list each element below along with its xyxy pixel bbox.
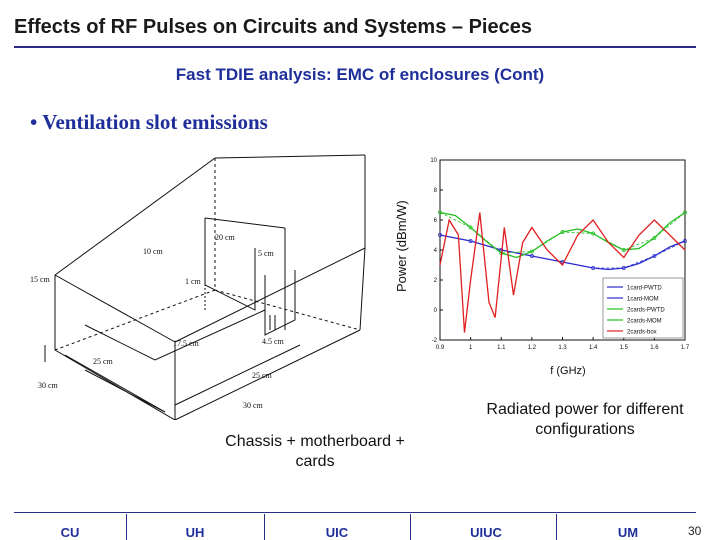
page-number: 30 bbox=[688, 524, 702, 538]
series-point bbox=[591, 231, 596, 236]
dim-5cm: 5 cm bbox=[258, 249, 275, 258]
series-point bbox=[529, 254, 534, 258]
series-point bbox=[652, 236, 657, 240]
footer-separator bbox=[264, 514, 265, 540]
footer-divider bbox=[14, 512, 696, 513]
y-tick-label: 4 bbox=[434, 248, 438, 254]
y-tick-label: 8 bbox=[434, 188, 438, 194]
series-point bbox=[591, 266, 596, 270]
legend-label: 1card-MOM bbox=[627, 297, 659, 303]
bullet-point: • Ventilation slot emissions bbox=[30, 110, 268, 134]
legend-label: 2cards-MOM bbox=[627, 319, 662, 325]
footer-institution: UIC bbox=[325, 525, 349, 540]
footer-institution: CU bbox=[60, 525, 80, 540]
x-tick-label: 1.3 bbox=[558, 345, 567, 351]
x-tick-label: 1.4 bbox=[589, 345, 598, 351]
series-point bbox=[438, 233, 442, 237]
y-axis-label: Power (dBm/W) bbox=[394, 200, 409, 292]
y-tick-label: -2 bbox=[432, 338, 438, 344]
series-point bbox=[560, 230, 565, 234]
footer-separator bbox=[410, 514, 411, 540]
dim-30cm-left: 30 cm bbox=[38, 381, 59, 390]
chart-caption: Radiated power for different configurati… bbox=[486, 401, 684, 438]
dim-20cm: 20 cm bbox=[215, 233, 236, 242]
x-tick-label: 0.9 bbox=[436, 345, 445, 351]
x-tick-label: 1.6 bbox=[650, 345, 659, 351]
legend-box bbox=[602, 277, 684, 339]
legend-label: 1card-PWTD bbox=[627, 286, 662, 292]
x-tick-label: 1.5 bbox=[620, 345, 629, 351]
legend-label: 2cards-PWTD bbox=[627, 308, 665, 314]
x-tick-label: 1.1 bbox=[497, 345, 506, 351]
footer-separator bbox=[126, 514, 127, 540]
diagram-caption: Chassis + motherboard + cards bbox=[225, 433, 405, 470]
dim-25cm-right: 25 cm bbox=[252, 371, 273, 380]
y-tick-label: 10 bbox=[430, 158, 437, 164]
dim-25cm-left: 25 cm bbox=[93, 357, 114, 366]
legend-label: 2cards-box bbox=[627, 330, 657, 336]
dim-15cm: 15 cm bbox=[30, 275, 51, 284]
series-point bbox=[468, 225, 473, 230]
series-point bbox=[468, 239, 473, 243]
series-point bbox=[683, 210, 687, 215]
slot-edges bbox=[264, 270, 296, 336]
series-point bbox=[621, 248, 626, 252]
power-chart: Power (dBm/W) f (GHz) 0.9 1 1.1 1.2 1.3 1.4 1.… bbox=[394, 158, 690, 377]
series-line bbox=[439, 212, 686, 333]
series-point bbox=[621, 266, 626, 270]
footer-institution: UIUC bbox=[470, 525, 502, 540]
box-front-edges bbox=[54, 275, 176, 420]
slide-subtitle: Fast TDIE analysis: EMC of enclosures (C… bbox=[175, 65, 545, 84]
title-divider bbox=[14, 46, 696, 48]
dim-1cm: 1 cm bbox=[185, 277, 202, 286]
x-tick-label: 1.2 bbox=[528, 345, 537, 351]
series-point bbox=[683, 239, 687, 243]
series-point bbox=[529, 249, 534, 254]
slide-title: Effects of RF Pulses on Circuits and Sys… bbox=[14, 16, 532, 38]
dim-17-5cm: 17.5 cm bbox=[173, 339, 200, 348]
dim-10cm: 10 cm bbox=[143, 247, 164, 256]
y-tick-label: 0 bbox=[434, 308, 438, 314]
card-plane bbox=[204, 218, 256, 311]
series-point bbox=[438, 210, 442, 215]
series-line bbox=[439, 234, 686, 269]
x-axis-label: f (GHz) bbox=[550, 365, 585, 377]
box-top-front bbox=[54, 157, 216, 276]
footer-separator bbox=[556, 514, 557, 540]
footer-institution: UH bbox=[185, 525, 205, 540]
series-line bbox=[439, 212, 686, 254]
x-tick-label: 1.7 bbox=[681, 345, 690, 351]
dim-30cm-bottom: 30 cm bbox=[243, 401, 264, 410]
dim-4-5cm: 4.5 cm bbox=[262, 337, 285, 346]
series-point bbox=[652, 254, 657, 258]
y-tick-label: 6 bbox=[434, 218, 438, 224]
enclosure-diagram: 20 cm 10 cm 5 cm 15 cm 1 cm 17.5 cm 4.5 … bbox=[30, 154, 366, 420]
footer-institution: UM bbox=[617, 525, 639, 540]
x-tick-label: 1 bbox=[469, 345, 473, 351]
y-tick-label: 2 bbox=[434, 278, 438, 284]
